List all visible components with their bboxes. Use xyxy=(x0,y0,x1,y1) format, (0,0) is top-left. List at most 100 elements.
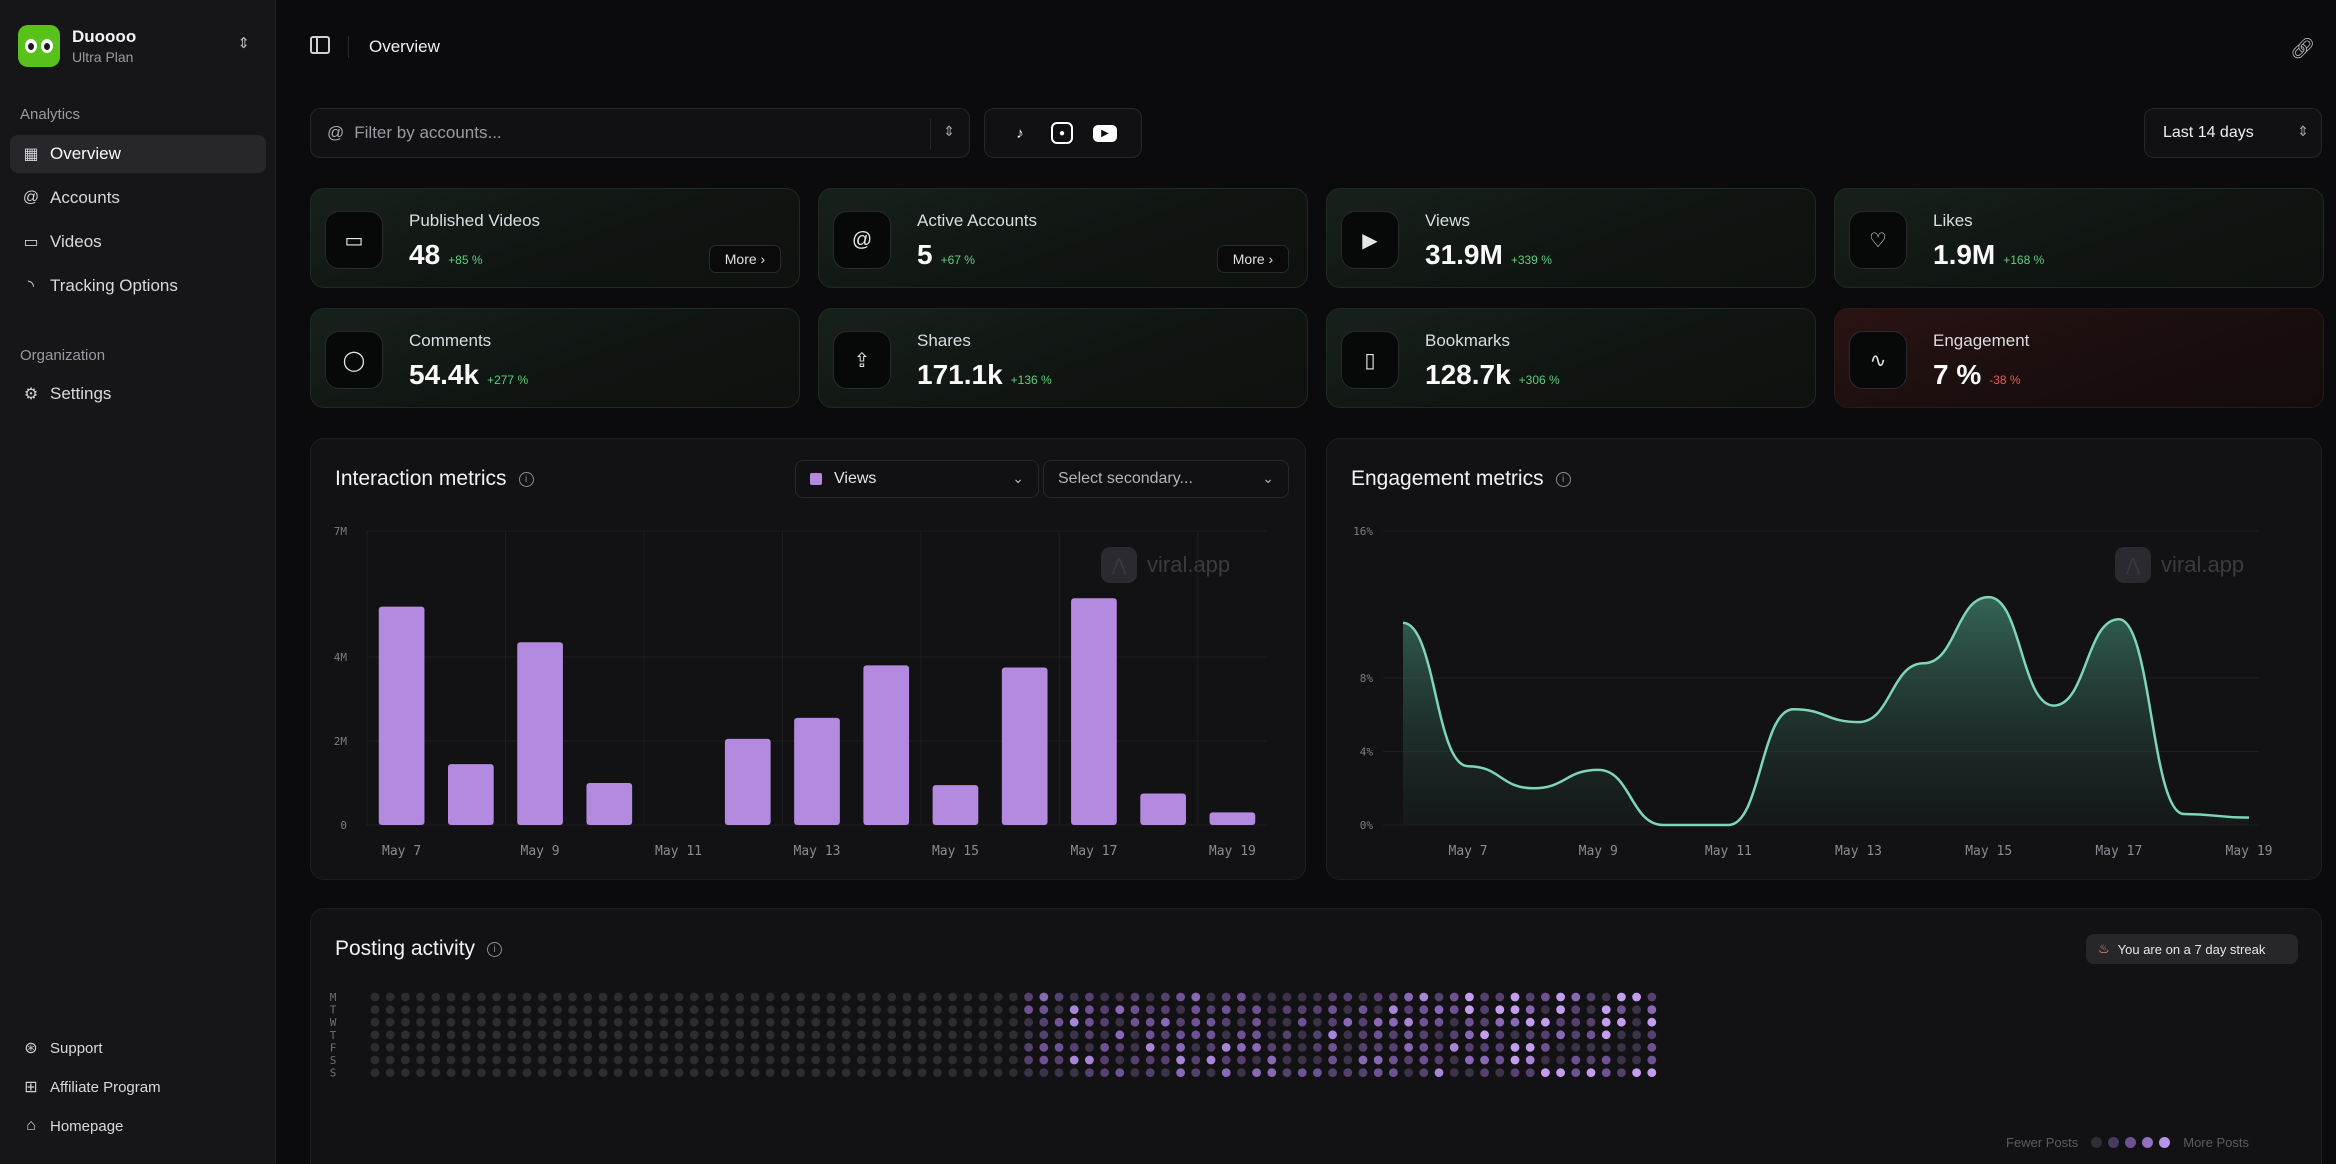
activity-cell xyxy=(841,1043,851,1052)
sidebar-item-videos[interactable]: ▭ Videos xyxy=(10,223,266,261)
y-tick-label: 8% xyxy=(1360,672,1374,685)
sidebar-item-label: Overview xyxy=(50,144,121,163)
x-tick-label: May 11 xyxy=(655,844,702,859)
activity-cell xyxy=(522,1005,532,1014)
activity-cell xyxy=(811,1005,821,1014)
activity-cell xyxy=(872,1005,881,1014)
activity-cell xyxy=(1510,1043,1520,1052)
activity-cell xyxy=(781,1043,790,1052)
activity-cell xyxy=(522,1055,532,1065)
bar xyxy=(517,642,563,825)
activity-cell xyxy=(1404,1017,1413,1027)
more-button[interactable]: More › xyxy=(1217,245,1289,273)
activity-cell xyxy=(993,1055,1003,1065)
activity-cell xyxy=(1206,1030,1216,1040)
activity-cell xyxy=(1267,1017,1277,1027)
legend-dot xyxy=(2125,1137,2137,1148)
activity-cell xyxy=(857,1030,866,1040)
link-icon[interactable]: 🔗︎ xyxy=(2290,38,2316,60)
activity-cell xyxy=(1647,1017,1657,1027)
activity-cell xyxy=(1191,1043,1201,1052)
activity-cell xyxy=(568,1017,577,1027)
activity-cell xyxy=(1343,1017,1353,1027)
youtube-icon[interactable]: ▶ xyxy=(1093,124,1117,142)
activity-cell xyxy=(416,1005,425,1014)
activity-cell xyxy=(1358,1068,1368,1077)
stat-label: Views xyxy=(1425,211,1471,230)
activity-cell xyxy=(1115,1043,1125,1052)
activity-cell xyxy=(431,1005,441,1014)
activity-cell xyxy=(1541,1005,1550,1014)
activity-cell xyxy=(477,1055,486,1065)
activity-cell xyxy=(401,1030,410,1040)
activity-cell xyxy=(477,992,486,1002)
activity-cell xyxy=(1328,1017,1337,1027)
footer-item-label: Support xyxy=(50,1039,103,1057)
info-icon[interactable]: i xyxy=(518,472,534,487)
activity-cell xyxy=(1085,1005,1094,1014)
info-icon[interactable]: i xyxy=(487,942,503,957)
sidebar-item-tracking-options[interactable]: ◝ Tracking Options xyxy=(10,267,266,305)
activity-cell xyxy=(629,1068,638,1077)
activity-cell xyxy=(1617,1030,1626,1040)
activity-cell xyxy=(1161,1005,1170,1014)
tiktok-icon[interactable]: ♪ xyxy=(1016,124,1024,142)
activity-cell xyxy=(1389,992,1398,1002)
activity-cell xyxy=(933,992,942,1002)
sidebar-item-overview[interactable]: ▦ Overview xyxy=(10,135,266,173)
info-icon[interactable]: i xyxy=(1555,472,1571,487)
activity-cell xyxy=(826,992,836,1002)
activity-cell xyxy=(841,1030,851,1040)
stat-label: Comments xyxy=(409,331,492,350)
sidebar-item-settings[interactable]: ⚙ Settings xyxy=(10,375,266,413)
y-tick-label: 4M xyxy=(334,651,348,664)
footer-item-affiliate-program[interactable]: ⊞ Affiliate Program xyxy=(10,1071,266,1103)
dashboard-icon: ▦ xyxy=(23,146,39,163)
activity-cell xyxy=(1115,1030,1125,1040)
activity-cell xyxy=(1221,1005,1231,1014)
activity-cell xyxy=(1191,1055,1201,1065)
activity-cell xyxy=(1039,1068,1049,1077)
activity-cell xyxy=(1541,1043,1550,1052)
activity-cell xyxy=(537,1030,547,1040)
breadcrumb: Overview xyxy=(369,37,440,56)
activity-cell xyxy=(917,1030,927,1040)
activity-cell xyxy=(933,1017,942,1027)
sidebar-toggle-icon[interactable] xyxy=(310,36,330,54)
instagram-icon[interactable]: ● xyxy=(1051,122,1073,144)
account-filter-input[interactable]: @ Filter by accounts... ⇕ xyxy=(310,108,970,158)
activity-cell xyxy=(765,1030,775,1040)
y-tick-label: 4% xyxy=(1360,746,1374,759)
x-tick-label: May 17 xyxy=(2095,844,2142,859)
activity-cell xyxy=(1510,1068,1520,1077)
stat-change: +67 % xyxy=(940,253,975,267)
workspace-switcher[interactable]: Duoooo Ultra Plan ⇕ xyxy=(18,22,258,70)
activity-cell xyxy=(781,992,790,1002)
activity-cell xyxy=(978,1005,988,1014)
activity-cell xyxy=(1389,1030,1398,1040)
sidebar-item-accounts[interactable]: @ Accounts xyxy=(10,179,266,217)
account-filter-placeholder: Filter by accounts... xyxy=(354,123,502,142)
primary-metric-select[interactable]: Views ⌄ xyxy=(795,460,1039,498)
activity-cell xyxy=(948,1005,957,1014)
secondary-metric-select[interactable]: Select secondary... ⌄ xyxy=(1043,460,1289,498)
activity-cell xyxy=(1009,1017,1018,1027)
at-icon: @ xyxy=(833,211,891,269)
activity-cell xyxy=(1647,1005,1657,1014)
x-tick-label: May 19 xyxy=(1209,844,1256,859)
activity-cell xyxy=(1601,1043,1611,1052)
stat-card-likes: ♡ Likes 1.9M +168 % xyxy=(1834,188,2324,288)
footer-item-support[interactable]: ⊛ Support xyxy=(10,1032,266,1064)
activity-cell xyxy=(1389,1055,1398,1065)
activity-cell xyxy=(750,1055,760,1065)
chevron-down-icon: ⌄ xyxy=(1262,470,1274,486)
activity-cell xyxy=(902,1017,912,1027)
more-button[interactable]: More › xyxy=(709,245,781,273)
activity-cell xyxy=(1024,992,1033,1002)
activity-cell xyxy=(1297,1055,1307,1065)
date-range-select[interactable]: Last 14 days ⇕ xyxy=(2144,108,2322,158)
activity-cell xyxy=(477,1017,486,1027)
footer-item-homepage[interactable]: ⌂ Homepage xyxy=(10,1110,266,1142)
activity-cell xyxy=(1449,1068,1459,1077)
activity-cell xyxy=(1525,1017,1535,1027)
